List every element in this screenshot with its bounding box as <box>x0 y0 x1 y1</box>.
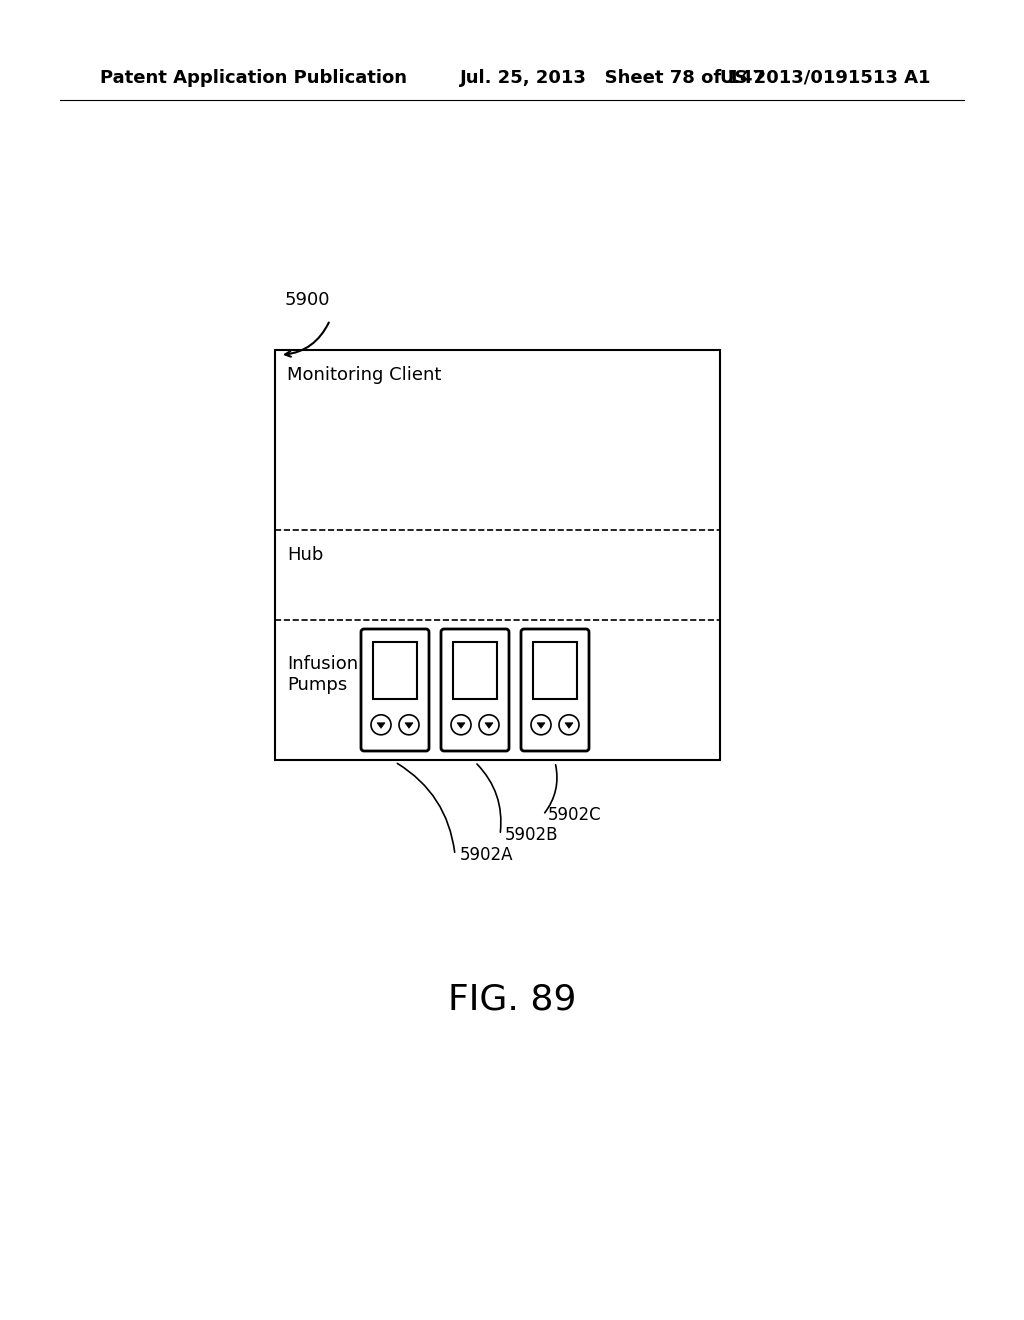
Circle shape <box>479 715 499 735</box>
Polygon shape <box>457 723 465 729</box>
Polygon shape <box>377 723 385 729</box>
Circle shape <box>371 715 391 735</box>
Text: Patent Application Publication: Patent Application Publication <box>100 69 407 87</box>
Text: 5902C: 5902C <box>548 807 602 824</box>
Text: Monitoring Client: Monitoring Client <box>287 366 441 384</box>
Circle shape <box>559 715 579 735</box>
Text: FIG. 89: FIG. 89 <box>447 983 577 1016</box>
Bar <box>453 642 497 700</box>
Text: US 2013/0191513 A1: US 2013/0191513 A1 <box>720 69 931 87</box>
Polygon shape <box>406 723 413 729</box>
Text: Hub: Hub <box>287 546 324 564</box>
Text: Infusion
Pumps: Infusion Pumps <box>287 655 358 694</box>
Bar <box>534 642 577 700</box>
Circle shape <box>451 715 471 735</box>
FancyBboxPatch shape <box>521 630 589 751</box>
Bar <box>373 642 417 700</box>
Text: 5900: 5900 <box>285 290 331 309</box>
FancyBboxPatch shape <box>441 630 509 751</box>
Circle shape <box>399 715 419 735</box>
Text: Jul. 25, 2013   Sheet 78 of 147: Jul. 25, 2013 Sheet 78 of 147 <box>460 69 766 87</box>
Circle shape <box>531 715 551 735</box>
Text: 5902A: 5902A <box>460 846 513 865</box>
Polygon shape <box>537 723 545 729</box>
Polygon shape <box>565 723 573 729</box>
Polygon shape <box>485 723 493 729</box>
Bar <box>275 350 720 760</box>
Text: 5902B: 5902B <box>505 826 558 843</box>
FancyBboxPatch shape <box>361 630 429 751</box>
